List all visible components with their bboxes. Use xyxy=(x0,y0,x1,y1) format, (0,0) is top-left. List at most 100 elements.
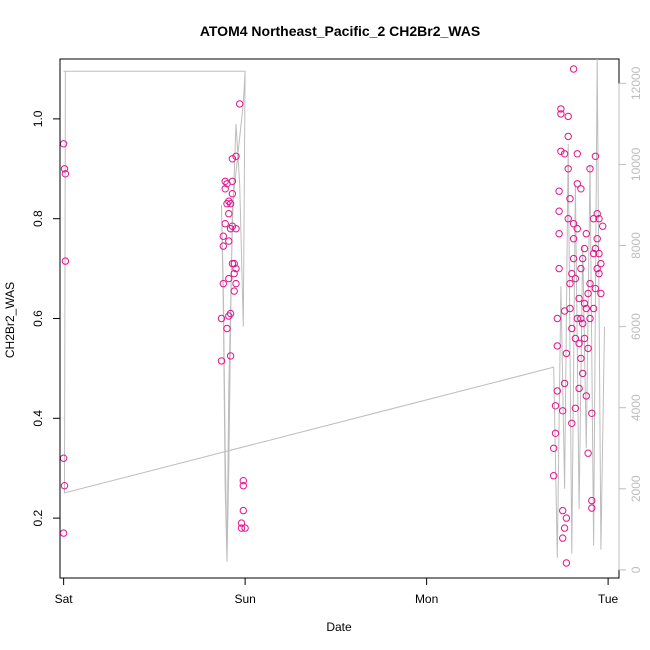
y-tick-label: 1.0 xyxy=(31,110,45,127)
data-point xyxy=(559,506,567,515)
data-point xyxy=(579,254,587,263)
data-point xyxy=(555,264,563,273)
data-point xyxy=(219,242,228,250)
data-point xyxy=(577,314,585,323)
plot-area-frame xyxy=(59,58,620,579)
data-point xyxy=(221,185,229,193)
data-point xyxy=(569,254,578,263)
data-point xyxy=(584,344,592,353)
data-point xyxy=(575,384,583,393)
data-point xyxy=(562,514,571,522)
data-point xyxy=(230,287,238,295)
data-point xyxy=(241,524,249,532)
data-point xyxy=(232,264,240,273)
data-point xyxy=(573,150,581,158)
data-point xyxy=(60,482,69,490)
data-point xyxy=(223,324,231,333)
data-point xyxy=(589,215,598,223)
data-point xyxy=(573,180,581,188)
chart-title: ATOM4 Northeast_Pacific_2 CH2Br2_WAS xyxy=(200,23,480,39)
data-point xyxy=(591,244,600,253)
x-tick-label: Tue xyxy=(598,592,619,606)
data-point xyxy=(579,369,587,378)
y2-tick-label: 6000 xyxy=(629,313,643,340)
y-axis-label: CH2Br2_WAS xyxy=(3,282,17,358)
data-point xyxy=(560,524,569,532)
data-point xyxy=(219,232,228,240)
y-axis-left: 0.2 0.4 0.6 0.8 1.0 xyxy=(31,110,61,526)
data-point xyxy=(225,210,233,218)
data-point xyxy=(59,529,68,537)
data-point xyxy=(580,244,589,253)
data-point xyxy=(553,387,561,395)
data-point xyxy=(239,477,248,485)
data-point xyxy=(61,170,70,178)
data-point xyxy=(228,190,237,198)
data-point xyxy=(588,409,596,417)
data-point xyxy=(232,225,240,233)
data-point xyxy=(59,454,68,462)
data-point xyxy=(568,324,576,333)
data-point xyxy=(569,220,578,228)
data-point xyxy=(589,249,598,258)
data-point xyxy=(595,215,603,223)
data-point xyxy=(579,319,587,328)
data-point xyxy=(553,314,561,323)
data-point xyxy=(555,187,563,195)
data-point xyxy=(226,352,235,360)
data-point xyxy=(566,279,574,288)
data-point xyxy=(595,269,603,278)
data-point xyxy=(219,279,228,288)
data-point xyxy=(577,185,585,193)
data-point xyxy=(225,237,233,245)
data-point xyxy=(593,264,601,273)
data-point xyxy=(588,496,596,505)
data-point xyxy=(553,342,561,350)
data-point xyxy=(566,304,574,313)
data-point xyxy=(582,392,590,400)
data-point xyxy=(230,259,238,268)
data-point xyxy=(586,165,594,173)
line-series-layer xyxy=(63,58,605,562)
data-point xyxy=(237,524,246,532)
data-point xyxy=(550,472,558,480)
data-point xyxy=(595,249,603,258)
data-point xyxy=(560,379,569,388)
data-point xyxy=(586,279,594,288)
data-point xyxy=(571,404,580,412)
data-point xyxy=(588,504,596,512)
data-point xyxy=(555,207,563,215)
data-point xyxy=(226,309,235,318)
data-point xyxy=(564,215,572,223)
data-point xyxy=(225,274,233,283)
line-series-0 xyxy=(63,58,605,562)
data-point xyxy=(217,314,226,323)
data-point xyxy=(551,402,560,410)
data-point xyxy=(221,220,229,228)
data-point xyxy=(586,314,594,323)
data-point xyxy=(584,289,592,298)
x-axis-label: Date xyxy=(326,620,352,634)
data-point xyxy=(557,147,565,156)
data-point xyxy=(593,235,601,243)
data-point xyxy=(569,235,578,243)
data-point xyxy=(550,444,558,452)
x-tick-label: Mon xyxy=(415,592,438,606)
data-point xyxy=(593,210,601,218)
data-point xyxy=(555,230,563,238)
y-axis-right: 0 2000 4000 6000 8000 10000 12000 xyxy=(618,66,643,573)
data-point xyxy=(591,152,600,161)
data-point xyxy=(566,195,574,203)
data-point xyxy=(232,152,240,161)
data-point xyxy=(584,449,592,457)
data-point xyxy=(582,304,590,313)
data-point xyxy=(228,177,237,186)
data-point xyxy=(562,559,571,567)
data-point xyxy=(571,274,580,283)
y-tick-label: 0.8 xyxy=(31,210,45,227)
data-point xyxy=(580,299,589,308)
y2-tick-label: 4000 xyxy=(629,394,643,421)
data-point xyxy=(575,294,583,303)
data-point xyxy=(597,259,605,268)
data-point xyxy=(551,429,560,437)
